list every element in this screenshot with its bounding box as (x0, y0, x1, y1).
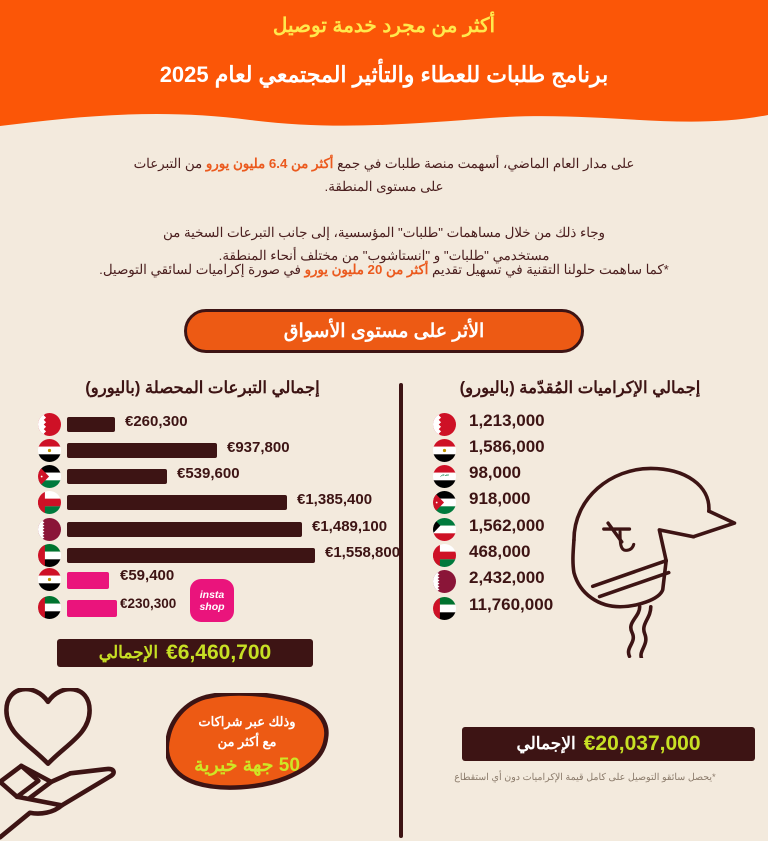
svg-text:وذلك عبر شراكات: وذلك عبر شراكات (198, 714, 295, 730)
svg-text:50 جهة خيرية: 50 جهة خيرية (194, 755, 300, 776)
svg-text:مع أكثر من: مع أكثر من (218, 733, 277, 750)
